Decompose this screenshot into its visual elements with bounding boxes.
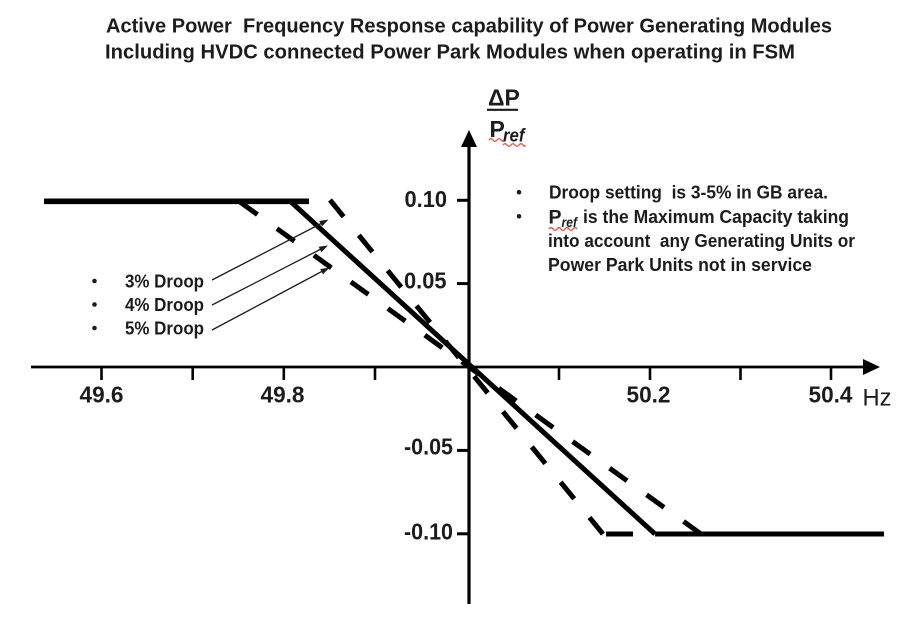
svg-text:50.2: 50.2 xyxy=(627,382,671,408)
svg-text:49.6: 49.6 xyxy=(80,382,124,408)
svg-text:Droop setting is 3-5% in GB a: Droop setting is 3-5% in GB area. xyxy=(549,182,828,203)
svg-text:Power Park Units not in servic: Power Park Units not in service xyxy=(548,254,812,275)
svg-text:-0.05: -0.05 xyxy=(404,434,453,460)
svg-text:5% Droop: 5% Droop xyxy=(125,318,204,339)
svg-text:into account any Generating U: into account any Generating Units or xyxy=(548,230,855,251)
svg-text:3% Droop: 3% Droop xyxy=(125,271,204,292)
svg-text:0.05: 0.05 xyxy=(404,268,447,294)
svg-text:49.8: 49.8 xyxy=(261,382,305,408)
svg-text:Active Power Frequency Respon: Active Power Frequency Response capabili… xyxy=(106,15,832,38)
svg-text:ΔP: ΔP xyxy=(488,85,520,111)
svg-text:Hz: Hz xyxy=(863,385,892,412)
svg-text:P: P xyxy=(549,207,562,229)
svg-text:ref: ref xyxy=(503,126,526,146)
svg-text:P: P xyxy=(490,116,505,142)
svg-text:-0.10: -0.10 xyxy=(404,519,453,545)
svg-text:Including HVDC connected Power: Including HVDC connected Power Park Modu… xyxy=(105,41,795,64)
svg-text:is the Maximum Capacity taking: is the Maximum Capacity taking xyxy=(583,206,849,227)
svg-text:50.4: 50.4 xyxy=(809,382,853,408)
svg-text:ref: ref xyxy=(562,214,579,230)
svg-text:4% Droop: 4% Droop xyxy=(125,294,204,315)
svg-text:0.10: 0.10 xyxy=(405,186,448,212)
